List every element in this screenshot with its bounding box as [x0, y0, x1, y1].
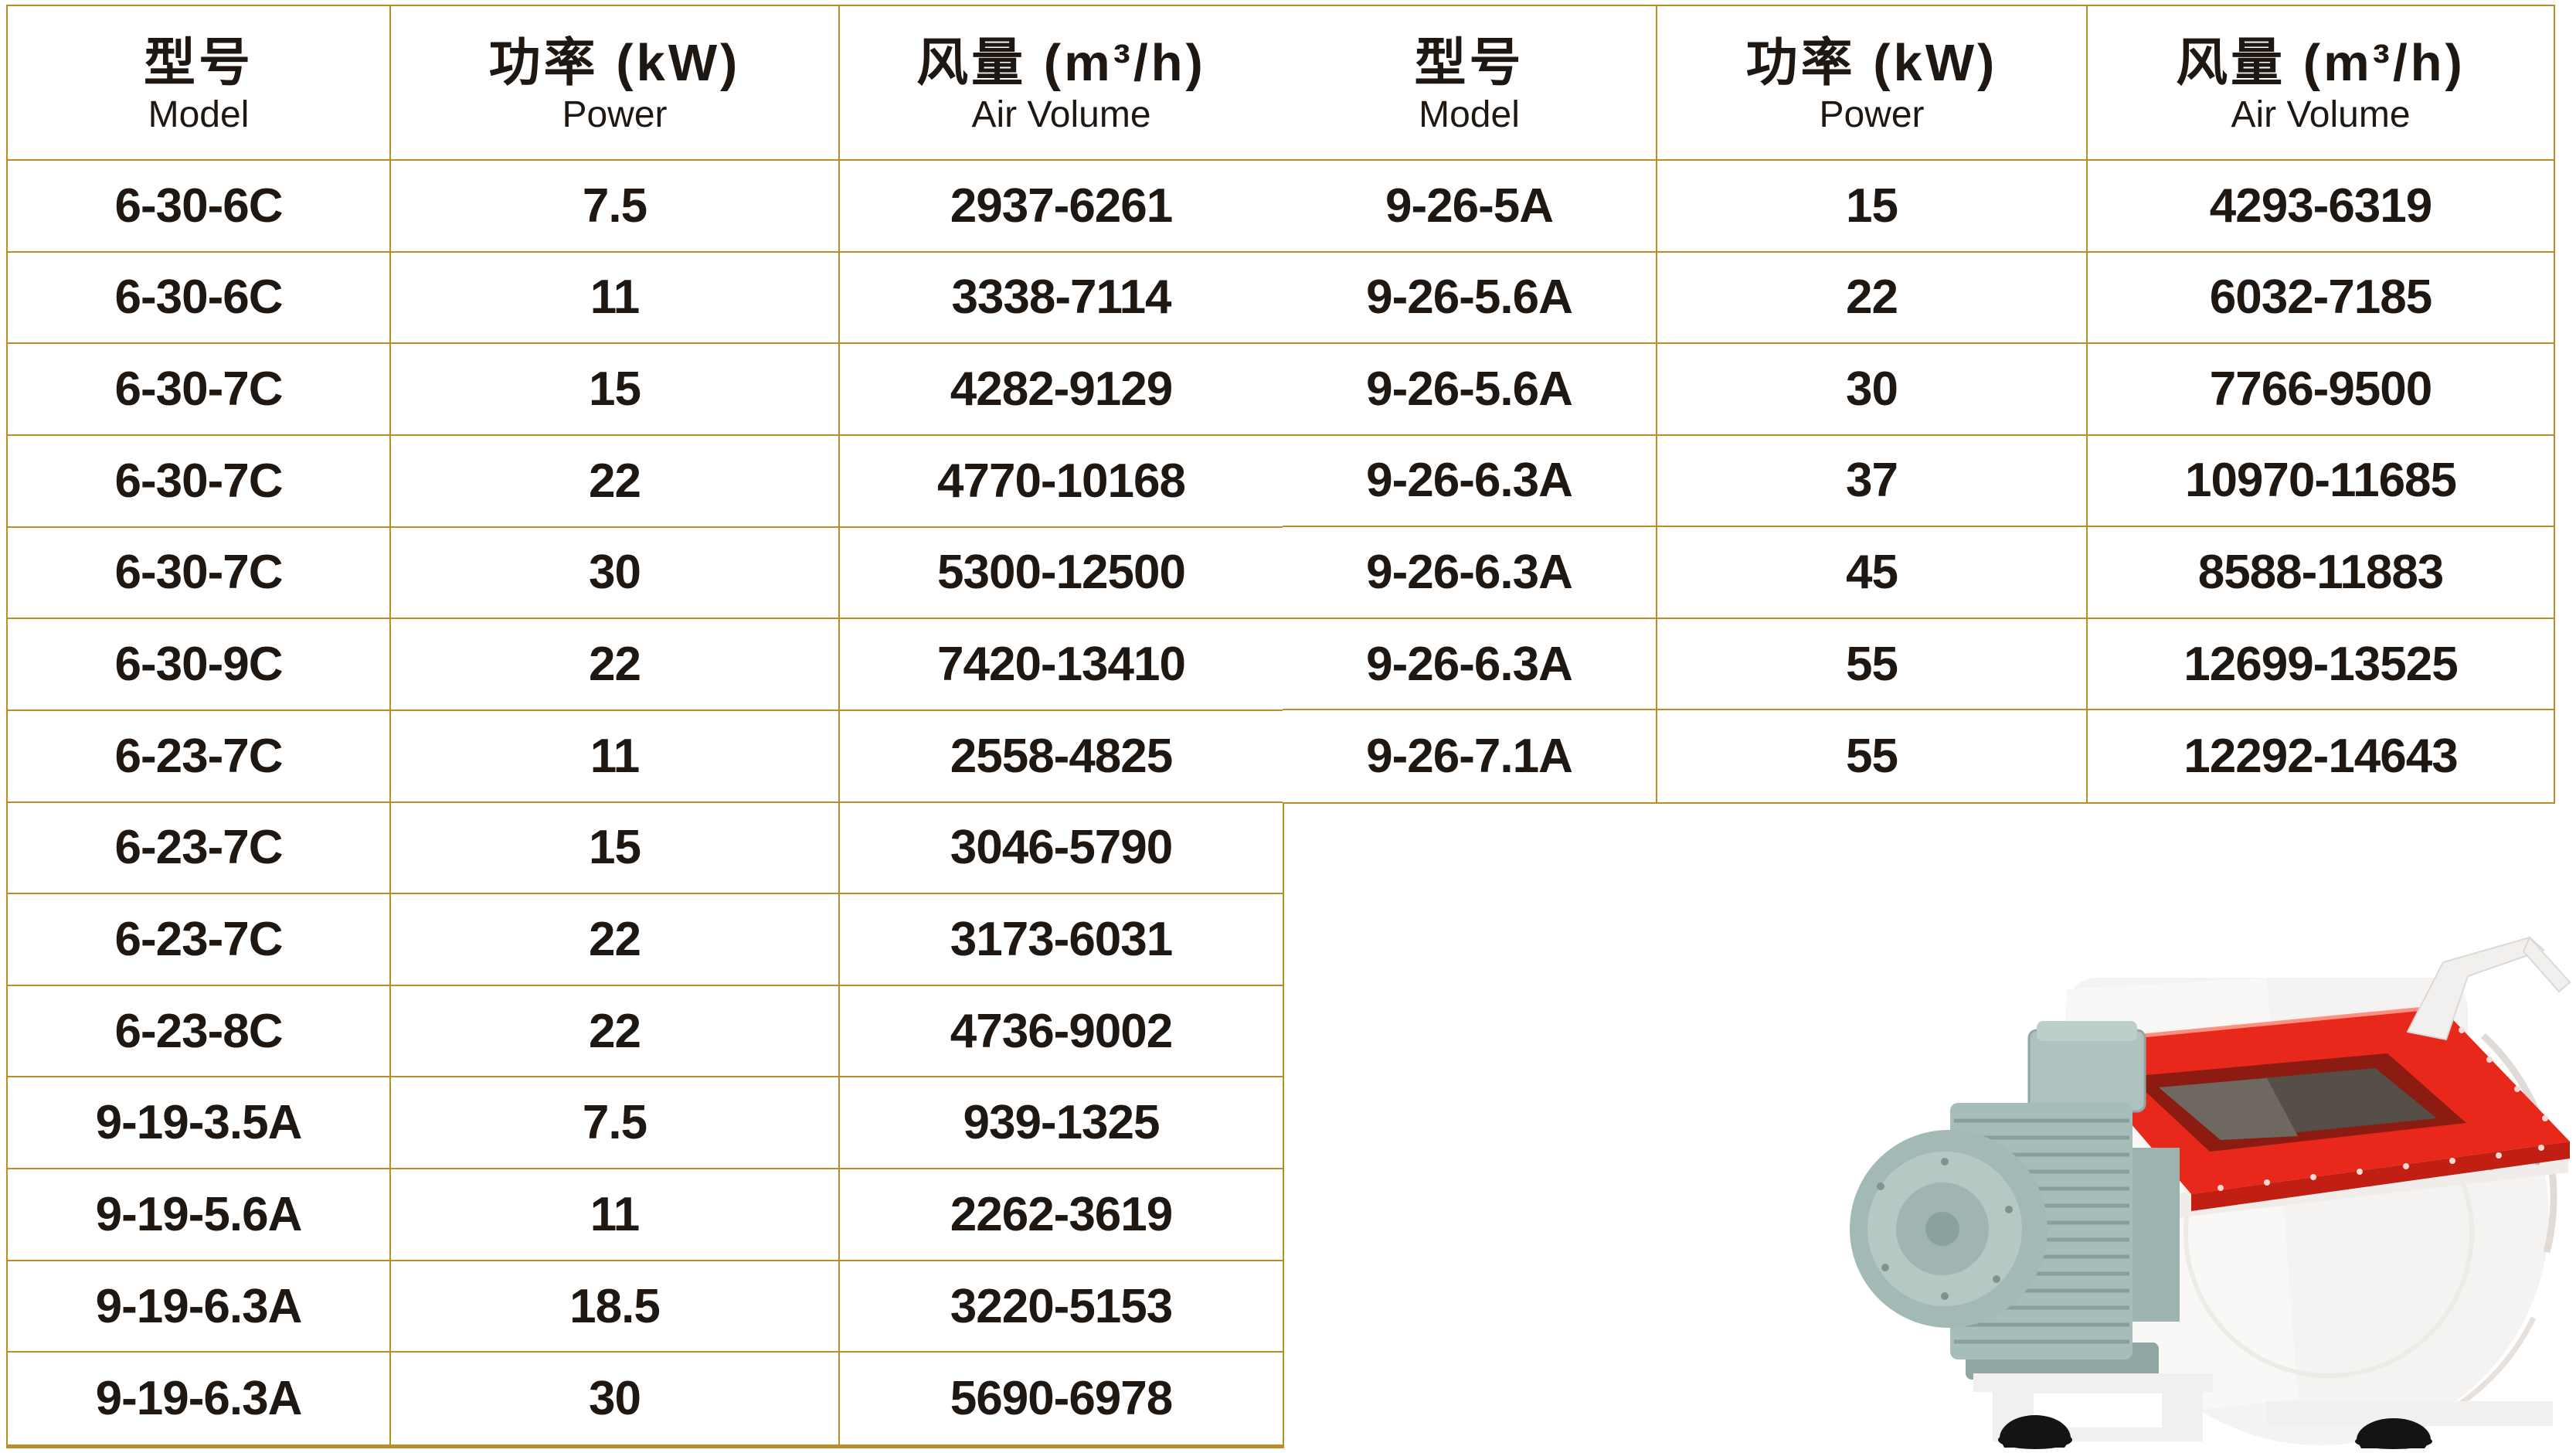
spec-cell: 7420-13410	[840, 619, 1283, 711]
header-power-en: Power	[562, 94, 668, 136]
spec-table-right: 型号 Model 功率 (kW) Power 风量 (m³/h) Air Vol…	[1283, 5, 2555, 804]
spec-cell: 6-23-7C	[8, 802, 391, 895]
spec-cell: 30	[391, 1353, 840, 1444]
motor-endcap-bolts	[1877, 1158, 2013, 1300]
spec-cell: 9-19-5.6A	[8, 1169, 391, 1261]
spec-cell: 2262-3619	[840, 1169, 1283, 1261]
spec-cell: 37	[1657, 435, 2088, 528]
header-model-en: Model	[148, 94, 250, 136]
spec-cell: 22	[391, 894, 840, 986]
spec-cell: 3173-6031	[840, 894, 1283, 986]
header-volume-zh: 风量 (m³/h)	[916, 33, 1206, 92]
spec-cell: 7.5	[391, 1077, 840, 1170]
header-power-en: Power	[1819, 94, 1925, 136]
spec-cell: 2558-4825	[840, 711, 1283, 803]
column-header-model: 型号 Model	[1283, 6, 1657, 161]
spec-cell: 6-30-7C	[8, 435, 391, 528]
inlet-flange	[2061, 1005, 2570, 1211]
spec-cell: 5690-6978	[950, 1372, 1174, 1426]
spec-cell: 6-23-7C	[8, 710, 391, 803]
spec-cell: 12292-14643	[2183, 730, 2458, 784]
spec-cell: 6032-7185	[2088, 253, 2554, 345]
spec-cell: 11	[391, 1169, 840, 1261]
column-header-power: 功率 (kW) Power	[391, 6, 840, 161]
header-model-zh: 型号	[1414, 33, 1524, 92]
spec-cell: 10970-11685	[2088, 436, 2554, 528]
spec-cell: 5300-12500	[840, 528, 1283, 620]
spec-cell: 22	[391, 435, 840, 528]
header-volume-zh: 风量 (m³/h)	[2176, 33, 2466, 92]
spec-cell: 30	[391, 527, 840, 620]
spec-cell: 3338-7114	[840, 253, 1283, 345]
spec-cell: 9-19-3.5A	[8, 1077, 391, 1170]
spec-cell: 9-26-7.1A	[1283, 710, 1657, 802]
spec-cell: 6-23-8C	[8, 985, 391, 1078]
product-photo	[1834, 916, 2576, 1449]
spec-cell: 9-26-6.3A	[1283, 527, 1657, 619]
header-power-zh: 功率 (kW)	[1745, 33, 1998, 92]
spec-cell: 6-30-7C	[8, 344, 391, 436]
spec-cell: 9-26-5A	[1283, 161, 1657, 253]
spec-cell: 9-19-6.3A	[8, 1261, 391, 1353]
spec-cell: 4293-6319	[2088, 161, 2554, 253]
spec-cell: 8588-11883	[2088, 527, 2554, 619]
spec-cell: 12699-13525	[2088, 619, 2554, 711]
spec-cell: 15	[391, 344, 840, 436]
spec-cell: 9-19-6.3A	[8, 1353, 391, 1444]
spec-cell: 6-30-6C	[8, 161, 391, 253]
spec-cell: 9-26-6.3A	[1283, 618, 1657, 711]
column-header-power: 功率 (kW) Power	[1657, 6, 2088, 161]
spec-cell: 18.5	[391, 1261, 840, 1353]
spec-cell: 2937-6261	[840, 161, 1283, 253]
spec-cell: 939-1325	[840, 1077, 1283, 1170]
spec-cell: 9-26-5.6A	[1283, 252, 1657, 345]
spec-cell: 11	[391, 252, 840, 345]
spec-cell: 7.5	[391, 161, 840, 253]
centrifugal-fan-illustration	[1850, 936, 2571, 1449]
spec-cell: 7766-9500	[2088, 344, 2554, 436]
spec-cell: 3220-5153	[840, 1261, 1283, 1353]
spec-cell: 6-30-7C	[8, 527, 391, 620]
handle-bracket	[2406, 936, 2571, 1041]
spec-cell: 6-30-6C	[8, 252, 391, 345]
spec-cell: 9-26-5.6A	[1283, 344, 1657, 436]
flange-bolt-holes	[2217, 1027, 2548, 1191]
spec-cell: 4736-9002	[840, 986, 1283, 1078]
header-model-en: Model	[1419, 94, 1520, 136]
header-volume-en: Air Volume	[2231, 94, 2411, 136]
header-power-zh: 功率 (kW)	[488, 33, 741, 92]
spec-cell: 55	[1657, 618, 2088, 711]
spec-cell: 22	[391, 985, 840, 1078]
spec-cell: 45	[1657, 527, 2088, 619]
column-header-air-volume: 风量 (m³/h) Air Volume	[840, 6, 1283, 161]
spec-cell: 22	[1657, 252, 2088, 345]
column-header-air-volume: 风量 (m³/h) Air Volume	[2088, 6, 2554, 161]
column-header-model: 型号 Model	[8, 6, 391, 161]
spec-cell: 9-26-6.3A	[1283, 435, 1657, 528]
spec-cell: 4282-9129	[840, 344, 1283, 436]
caster-wheels	[1998, 1415, 2432, 1449]
spec-cell: 4770-10168	[840, 436, 1283, 528]
spec-cell: 3046-5790	[840, 803, 1283, 895]
spec-cell: 6-30-9C	[8, 619, 391, 711]
header-model-zh: 型号	[144, 33, 253, 92]
motor	[1850, 1021, 2180, 1380]
spec-cell: 6-23-7C	[8, 894, 391, 986]
spec-cell: 11	[391, 710, 840, 803]
spec-cell: 30	[1657, 344, 2088, 436]
spec-table-left: 型号 Model 功率 (kW) Power 风量 (m³/h) Air Vol…	[6, 5, 1284, 1448]
spec-cell: 22	[391, 619, 840, 711]
spec-cell: 15	[391, 802, 840, 895]
spec-cell: 15	[1657, 161, 2088, 253]
spec-cell: 55	[1657, 710, 2088, 802]
header-volume-en: Air Volume	[971, 94, 1151, 136]
